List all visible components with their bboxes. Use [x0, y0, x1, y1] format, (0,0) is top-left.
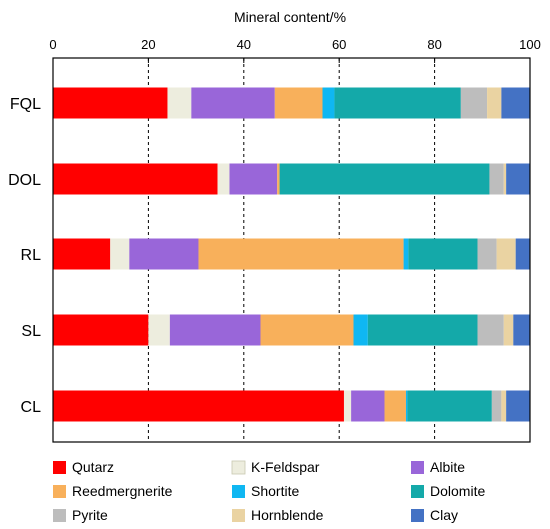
bar-segment: [506, 390, 530, 422]
bar-segment: [110, 238, 130, 270]
bar-segment: [501, 87, 530, 119]
legend-label: Dolomite: [430, 483, 485, 499]
legend-swatch: [231, 460, 246, 475]
bar-segment: [489, 163, 504, 195]
bar-segment: [501, 390, 507, 422]
category-label: SL: [21, 323, 41, 340]
x-tick-label: 80: [427, 37, 441, 52]
x-axis-ticks: 0 20 40 60 80 100: [49, 37, 541, 63]
bar-segment: [279, 163, 490, 195]
bar-segment: [343, 390, 352, 422]
bar-segment: [129, 238, 199, 270]
legend-swatch: [53, 485, 66, 498]
bar-segment: [334, 87, 461, 119]
category-label: RL: [21, 247, 42, 264]
x-tick-label: 20: [141, 37, 155, 52]
bar-segment: [515, 238, 530, 270]
bar-segment: [351, 390, 385, 422]
bar-segment: [513, 314, 530, 346]
bar-segment: [322, 87, 335, 119]
legend: Qutarz K-Feldspar Albite Reedmergnerite Shor…: [53, 459, 485, 523]
bar-segment: [53, 390, 344, 422]
category-label: DOL: [8, 172, 41, 189]
category-label: FQL: [10, 96, 41, 113]
x-tick-label: 100: [519, 37, 541, 52]
bar-segment: [217, 163, 230, 195]
bar-segment: [384, 390, 406, 422]
legend-swatch: [232, 485, 245, 498]
bar-segment: [277, 163, 280, 195]
bar-segment: [367, 314, 478, 346]
legend-swatch: [232, 509, 245, 522]
bar-segment: [503, 314, 514, 346]
bar-segment: [503, 163, 507, 195]
bar-segment: [53, 314, 149, 346]
legend-swatch: [411, 485, 424, 498]
plot-frame: [52, 57, 531, 443]
bars: [53, 87, 530, 422]
bar-segment: [353, 314, 368, 346]
bar-segment: [403, 238, 409, 270]
bar-segment: [53, 238, 111, 270]
bar-segment: [506, 163, 530, 195]
bar-segment: [477, 314, 504, 346]
legend-label: K-Feldspar: [251, 459, 320, 475]
bar-segment: [53, 163, 218, 195]
bar-segment: [53, 87, 168, 119]
legend-label: Shortite: [251, 483, 299, 499]
x-tick-label: 40: [237, 37, 251, 52]
bar-segment: [487, 87, 502, 119]
bar-segment: [260, 314, 354, 346]
bar-segment: [496, 238, 516, 270]
legend-swatch: [411, 509, 424, 522]
bar-segment: [491, 390, 502, 422]
legend-swatch: [53, 509, 66, 522]
bar-segment: [477, 238, 497, 270]
legend-label: Hornblende: [251, 507, 324, 523]
bar-segment: [407, 390, 492, 422]
bar-segment: [408, 238, 478, 270]
bar-segment: [167, 87, 192, 119]
category-labels: FQL DOL RL SL CL: [8, 96, 41, 416]
x-tick-label: 60: [332, 37, 346, 52]
x-axis-title: Mineral content/%: [234, 9, 346, 25]
bar-segment: [198, 238, 404, 270]
legend-label: Pyrite: [72, 507, 108, 523]
legend-label: Albite: [430, 459, 465, 475]
bar-segment: [229, 163, 278, 195]
bar-segment: [274, 87, 323, 119]
bar-segment: [460, 87, 488, 119]
legend-swatch: [411, 461, 424, 474]
bar-segment: [191, 87, 275, 119]
x-tick-label: 0: [49, 37, 56, 52]
legend-label: Reedmergnerite: [72, 483, 173, 499]
bar-segment: [148, 314, 170, 346]
legend-swatch: [53, 461, 66, 474]
bar-segment: [405, 390, 408, 422]
legend-label: Qutarz: [72, 459, 114, 475]
legend-label: Clay: [430, 507, 458, 523]
bar-segment: [169, 314, 261, 346]
category-label: CL: [21, 399, 42, 416]
